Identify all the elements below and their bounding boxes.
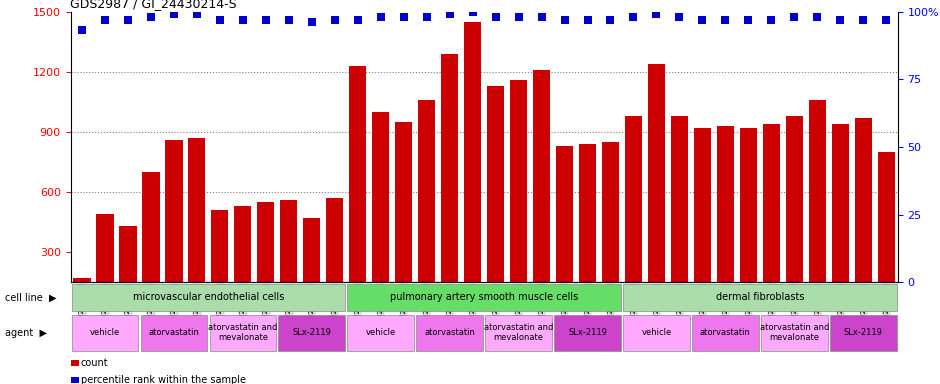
Bar	[761, 315, 827, 351]
Bar	[73, 278, 90, 312]
Bar	[786, 116, 803, 312]
Text: pulmonary artery smooth muscle cells: pulmonary artery smooth muscle cells	[390, 292, 578, 302]
Bar	[830, 315, 897, 351]
Text: SLx-2119: SLx-2119	[844, 328, 883, 337]
Bar	[623, 315, 690, 351]
Bar	[141, 315, 207, 351]
Text: microvascular endothelial cells: microvascular endothelial cells	[133, 292, 284, 302]
Bar	[142, 172, 160, 312]
Bar	[555, 315, 620, 351]
Text: atorvastatin and
mevalonate: atorvastatin and mevalonate	[208, 323, 277, 342]
Bar	[441, 54, 458, 312]
Bar	[210, 315, 276, 351]
Bar	[418, 100, 435, 312]
Text: vehicle: vehicle	[641, 328, 671, 337]
Bar	[762, 124, 780, 312]
Bar	[832, 124, 849, 312]
Bar	[602, 142, 619, 312]
Bar	[623, 284, 897, 311]
Bar	[395, 122, 413, 312]
Bar	[740, 128, 757, 312]
Bar	[348, 315, 414, 351]
Bar	[349, 66, 367, 312]
Text: agent  ▶: agent ▶	[5, 328, 47, 338]
Text: SLx-2119: SLx-2119	[292, 328, 331, 337]
Bar	[303, 218, 321, 312]
Bar	[487, 86, 504, 312]
Bar	[348, 284, 620, 311]
Bar	[212, 210, 228, 312]
Bar	[878, 152, 895, 312]
Bar	[671, 116, 688, 312]
Bar	[854, 118, 871, 312]
Bar	[625, 116, 642, 312]
Bar	[372, 112, 389, 312]
Bar	[694, 128, 711, 312]
Text: atorvastatin: atorvastatin	[424, 328, 475, 337]
Bar	[165, 140, 182, 312]
Bar	[416, 315, 483, 351]
Bar	[71, 315, 138, 351]
Bar	[533, 70, 550, 312]
Bar	[188, 138, 206, 312]
Text: atorvastatin and
mevalonate: atorvastatin and mevalonate	[484, 323, 554, 342]
Bar	[96, 214, 114, 312]
Text: atorvastatin: atorvastatin	[149, 328, 199, 337]
Bar	[258, 202, 274, 312]
Bar	[326, 198, 343, 312]
Text: SLx-2119: SLx-2119	[568, 328, 607, 337]
Text: atorvastatin: atorvastatin	[700, 328, 751, 337]
Bar	[716, 126, 734, 312]
Bar	[280, 200, 297, 312]
Text: vehicle: vehicle	[90, 328, 120, 337]
Bar	[579, 144, 596, 312]
Text: count: count	[81, 358, 108, 368]
Bar	[71, 284, 345, 311]
Bar	[648, 64, 665, 312]
Bar	[278, 315, 345, 351]
Text: atorvastatin and
mevalonate: atorvastatin and mevalonate	[760, 323, 829, 342]
Bar	[692, 315, 759, 351]
Bar	[556, 146, 573, 312]
Text: percentile rank within the sample: percentile rank within the sample	[81, 375, 246, 384]
Text: GDS2987 / GI_24430214-S: GDS2987 / GI_24430214-S	[70, 0, 237, 10]
Text: dermal fibroblasts: dermal fibroblasts	[715, 292, 804, 302]
Bar	[234, 206, 251, 312]
Text: vehicle: vehicle	[366, 328, 396, 337]
Bar	[119, 226, 136, 312]
Bar	[509, 80, 527, 312]
Bar	[485, 315, 552, 351]
Bar	[464, 22, 481, 312]
Text: cell line  ▶: cell line ▶	[5, 293, 56, 303]
Bar	[808, 100, 826, 312]
